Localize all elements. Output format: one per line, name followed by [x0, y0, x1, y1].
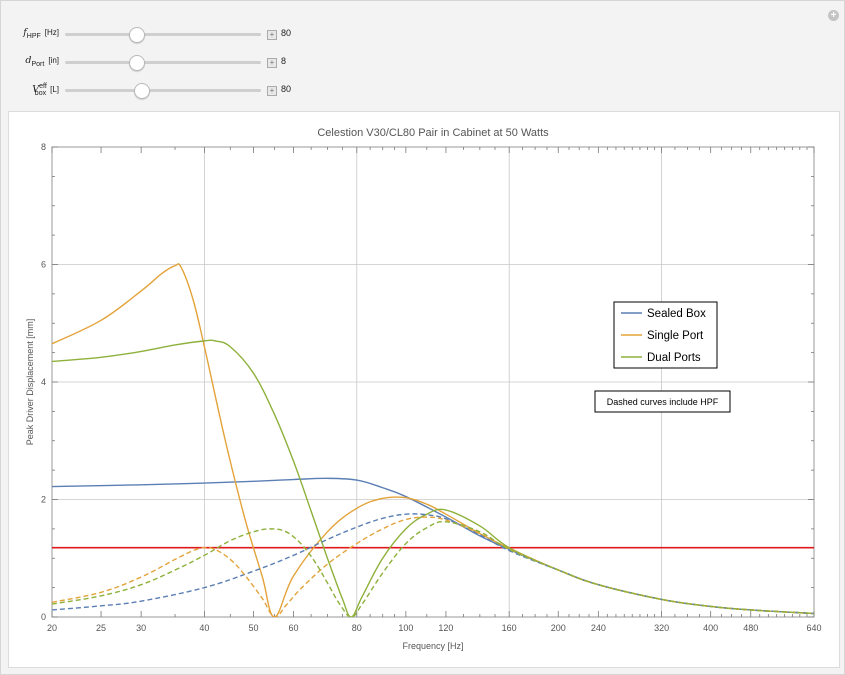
x-tick-label: 20 — [47, 623, 57, 633]
note-text: Dashed curves include HPF — [607, 397, 719, 407]
y-tick-label: 4 — [41, 377, 46, 387]
y-tick-label: 6 — [41, 260, 46, 270]
slider-unit: [Hz] — [44, 28, 59, 37]
slider-symbol: V — [32, 84, 40, 95]
chart-title: Celestion V30/CL80 Pair in Cabinet at 50… — [317, 127, 549, 139]
legend-label: Sealed Box — [647, 308, 706, 320]
x-tick-label: 120 — [438, 623, 453, 633]
slider-symbol: f — [23, 27, 27, 38]
slider-value: 80 — [281, 84, 292, 94]
x-tick-label: 100 — [398, 623, 413, 633]
slider-unit: [in] — [48, 56, 59, 65]
series-single-port-dashed — [52, 516, 814, 617]
slider-row-box: Veffbox [L] +80 — [1, 81, 331, 101]
slider-track[interactable] — [65, 89, 261, 92]
add-icon[interactable]: + — [828, 10, 839, 21]
x-tick-label: 30 — [136, 623, 146, 633]
x-axis-label: Frequency [Hz] — [402, 641, 463, 651]
y-tick-label: 2 — [41, 495, 46, 505]
expand-plus-icon[interactable]: + — [267, 86, 277, 96]
x-tick-label: 320 — [654, 623, 669, 633]
y-axis-label: Peak Driver Displacement [mm] — [25, 319, 35, 446]
x-tick-label: 200 — [551, 623, 566, 633]
x-tick-label: 50 — [248, 623, 258, 633]
slider-subscript: HPF — [26, 32, 41, 40]
slider-label: fHPF [Hz] — [1, 27, 59, 40]
legend-label: Single Port — [647, 330, 704, 342]
slider-subscript: box — [34, 89, 47, 97]
y-tick-label: 0 — [41, 612, 46, 622]
x-tick-label: 480 — [743, 623, 758, 633]
slider-value: 80 — [281, 28, 292, 38]
x-tick-label: 400 — [703, 623, 718, 633]
slider-track[interactable] — [65, 33, 261, 36]
x-tick-label: 60 — [289, 623, 299, 633]
x-tick-label: 640 — [806, 623, 821, 633]
x-tick-label: 25 — [96, 623, 106, 633]
displacement-chart: 0 2 4 6 8 20 25 30 40 50 60 80 100 120 160 200 240 320 400… — [25, 127, 822, 651]
plot-panel: 0 2 4 6 8 20 25 30 40 50 60 80 100 120 160 200 240 320 400… — [8, 111, 840, 668]
legend-label: Dual Ports — [647, 352, 701, 364]
y-tick-label: 8 — [41, 142, 46, 152]
slider-thumb[interactable] — [128, 27, 145, 43]
slider-superscript: eff — [39, 83, 47, 90]
slider-track[interactable] — [65, 61, 261, 64]
slider-thumb[interactable] — [134, 83, 151, 99]
note-box — [594, 390, 731, 413]
slider-unit: [L] — [50, 85, 59, 94]
slider-row-hpf: fHPF [Hz] +80 — [1, 25, 331, 45]
x-tick-label: 40 — [199, 623, 209, 633]
x-tick-label: 80 — [352, 623, 362, 633]
slider-label: dPort [in] — [1, 55, 59, 68]
x-tick-label: 160 — [502, 623, 517, 633]
slider-label: Veffbox [L] — [1, 83, 59, 97]
series-dual-ports-dashed — [52, 521, 814, 617]
expand-plus-icon[interactable]: + — [267, 58, 277, 68]
x-tick-label: 240 — [591, 623, 606, 633]
slider-thumb[interactable] — [128, 55, 145, 71]
slider-symbol: d — [25, 55, 32, 66]
slider-value: 8 — [281, 56, 287, 66]
slider-row-port: dPort [in] +8 — [1, 53, 331, 73]
expand-plus-icon[interactable]: + — [267, 30, 277, 40]
slider-subscript: Port — [31, 60, 45, 68]
